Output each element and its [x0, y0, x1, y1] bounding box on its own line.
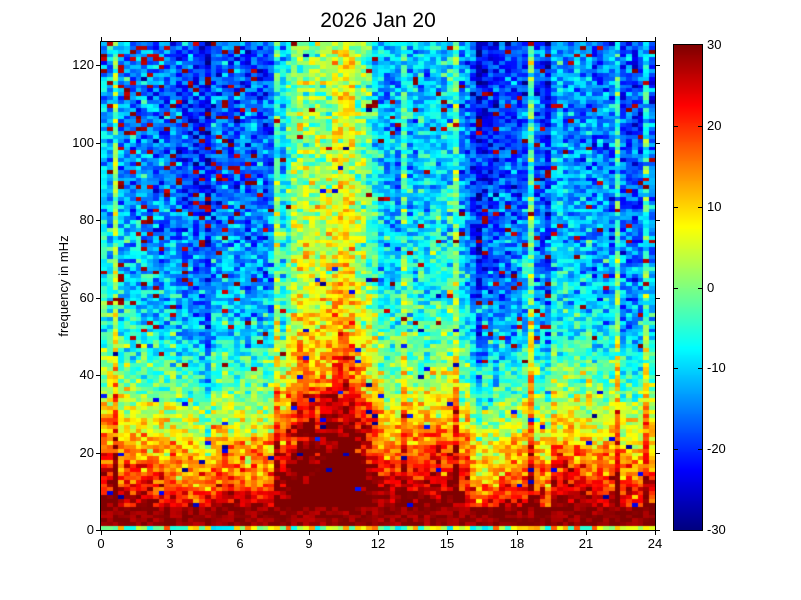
- y-tick-mark-right: [656, 65, 660, 66]
- x-tick-mark-bottom: [586, 531, 587, 535]
- y-tick-label: 20: [79, 445, 94, 460]
- x-tick-mark-top: [517, 37, 518, 41]
- y-tick-mark-right: [656, 143, 660, 144]
- colorbar-tick-label: 0: [707, 280, 715, 295]
- x-tick-mark-top: [170, 37, 171, 41]
- colorbar-tick-mark-left: [674, 368, 678, 369]
- x-tick-label: 0: [97, 536, 105, 551]
- y-tick-mark-right: [656, 453, 660, 454]
- x-tick-mark-bottom: [309, 531, 310, 535]
- x-tick-mark-bottom: [240, 531, 241, 535]
- colorbar-tick-mark-right: [698, 368, 702, 369]
- x-tick-mark-top: [240, 37, 241, 41]
- y-tick-mark-left: [96, 375, 100, 376]
- spectrogram-heatmap: [101, 42, 655, 530]
- chart-title: 2026 Jan 20: [320, 9, 436, 32]
- x-tick-mark-bottom: [101, 531, 102, 535]
- x-tick-mark-bottom: [378, 531, 379, 535]
- y-tick-label: 120: [72, 57, 94, 72]
- colorbar-tick-mark-left: [674, 449, 678, 450]
- colorbar-tick-mark-right: [698, 207, 702, 208]
- colorbar-tick-mark-left: [674, 288, 678, 289]
- x-tick-mark-top: [101, 37, 102, 41]
- x-tick-mark-top: [655, 37, 656, 41]
- x-tick-label: 24: [647, 536, 663, 551]
- y-tick-mark-right: [656, 375, 660, 376]
- x-tick-mark-top: [378, 37, 379, 41]
- y-tick-label: 100: [72, 135, 94, 150]
- y-tick-label: 0: [86, 522, 94, 537]
- colorbar-tick-label: 30: [707, 37, 722, 52]
- y-tick-mark-left: [96, 530, 100, 531]
- colorbar-tick-mark-left: [674, 126, 678, 127]
- colorbar-tick-mark-right: [698, 288, 702, 289]
- x-tick-label: 12: [370, 536, 386, 551]
- y-tick-mark-right: [656, 530, 660, 531]
- colorbar-frame: [673, 44, 703, 531]
- colorbar-tick-label: 20: [707, 118, 722, 133]
- x-tick-mark-bottom: [517, 531, 518, 535]
- colorbar-tick-mark-right: [698, 449, 702, 450]
- y-tick-mark-right: [656, 298, 660, 299]
- x-tick-label: 21: [578, 536, 594, 551]
- y-tick-label: 60: [79, 290, 94, 305]
- plot-area-frame: [100, 41, 656, 531]
- colorbar-tick-mark-left: [674, 207, 678, 208]
- colorbar-tick-mark-right: [698, 126, 702, 127]
- x-tick-label: 18: [509, 536, 525, 551]
- y-axis-label: frequency in mHz: [56, 235, 71, 337]
- x-tick-label: 3: [166, 536, 174, 551]
- x-tick-mark-bottom: [655, 531, 656, 535]
- colorbar-tick-label: -30: [707, 522, 726, 537]
- y-tick-mark-left: [96, 220, 100, 221]
- x-tick-mark-bottom: [447, 531, 448, 535]
- colorbar-tick-label: -10: [707, 360, 726, 375]
- y-tick-mark-left: [96, 298, 100, 299]
- y-tick-mark-left: [96, 143, 100, 144]
- y-tick-mark-right: [656, 220, 660, 221]
- colorbar-gradient: [674, 45, 702, 530]
- y-tick-label: 80: [79, 212, 94, 227]
- y-tick-label: 40: [79, 367, 94, 382]
- y-tick-mark-left: [96, 65, 100, 66]
- x-tick-label: 9: [305, 536, 313, 551]
- x-tick-label: 15: [439, 536, 455, 551]
- x-tick-mark-top: [586, 37, 587, 41]
- x-tick-label: 6: [236, 536, 244, 551]
- x-tick-mark-bottom: [170, 531, 171, 535]
- x-tick-mark-top: [447, 37, 448, 41]
- y-tick-mark-left: [96, 453, 100, 454]
- colorbar-tick-label: -20: [707, 441, 726, 456]
- colorbar-tick-label: 10: [707, 199, 722, 214]
- x-tick-mark-top: [309, 37, 310, 41]
